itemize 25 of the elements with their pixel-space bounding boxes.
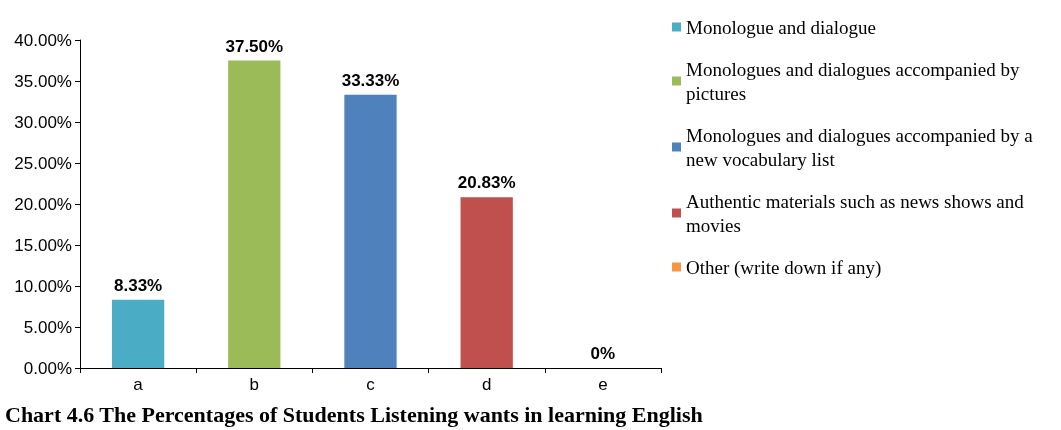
legend-label: Authentic materials such as news shows and movies xyxy=(686,190,1029,236)
y-tick-label: 25.00% xyxy=(14,153,72,173)
y-tick-label: 30.00% xyxy=(14,112,72,132)
y-tick-label: 0.00% xyxy=(23,358,72,378)
data-label: 20.83% xyxy=(457,173,516,193)
y-tick-label: 15.00% xyxy=(14,235,72,255)
y-tick-label: 40.00% xyxy=(14,30,72,50)
y-tick-label: 5.00% xyxy=(23,317,72,337)
data-label: 33.33% xyxy=(341,70,400,90)
y-tick-label: 20.00% xyxy=(14,194,72,214)
legend-label: Monologues and dialogues accompanied by a new vocabulary list xyxy=(686,124,1038,170)
y-tick-label: 10.00% xyxy=(14,276,72,296)
x-tick-label: b xyxy=(249,375,260,394)
x-tick-label: e xyxy=(598,375,608,394)
data-label: 8.33% xyxy=(114,275,163,295)
legend-label: Monologue and dialogue xyxy=(686,16,876,38)
legend-label: Monologues and dialogues accompanied by pictures xyxy=(686,58,1025,104)
y-tick-label: 35.00% xyxy=(14,71,72,91)
x-tick-label: c xyxy=(366,375,376,394)
legend-label: Other (write down if any) xyxy=(686,256,882,279)
data-label: 37.50% xyxy=(225,36,284,56)
text: Chart 4.6 The Percentages of Students Listening wants in learning English xyxy=(5,401,703,427)
x-tick-label: d xyxy=(481,375,492,394)
x-tick-label: a xyxy=(133,375,144,394)
data-label: 0% xyxy=(590,344,616,363)
